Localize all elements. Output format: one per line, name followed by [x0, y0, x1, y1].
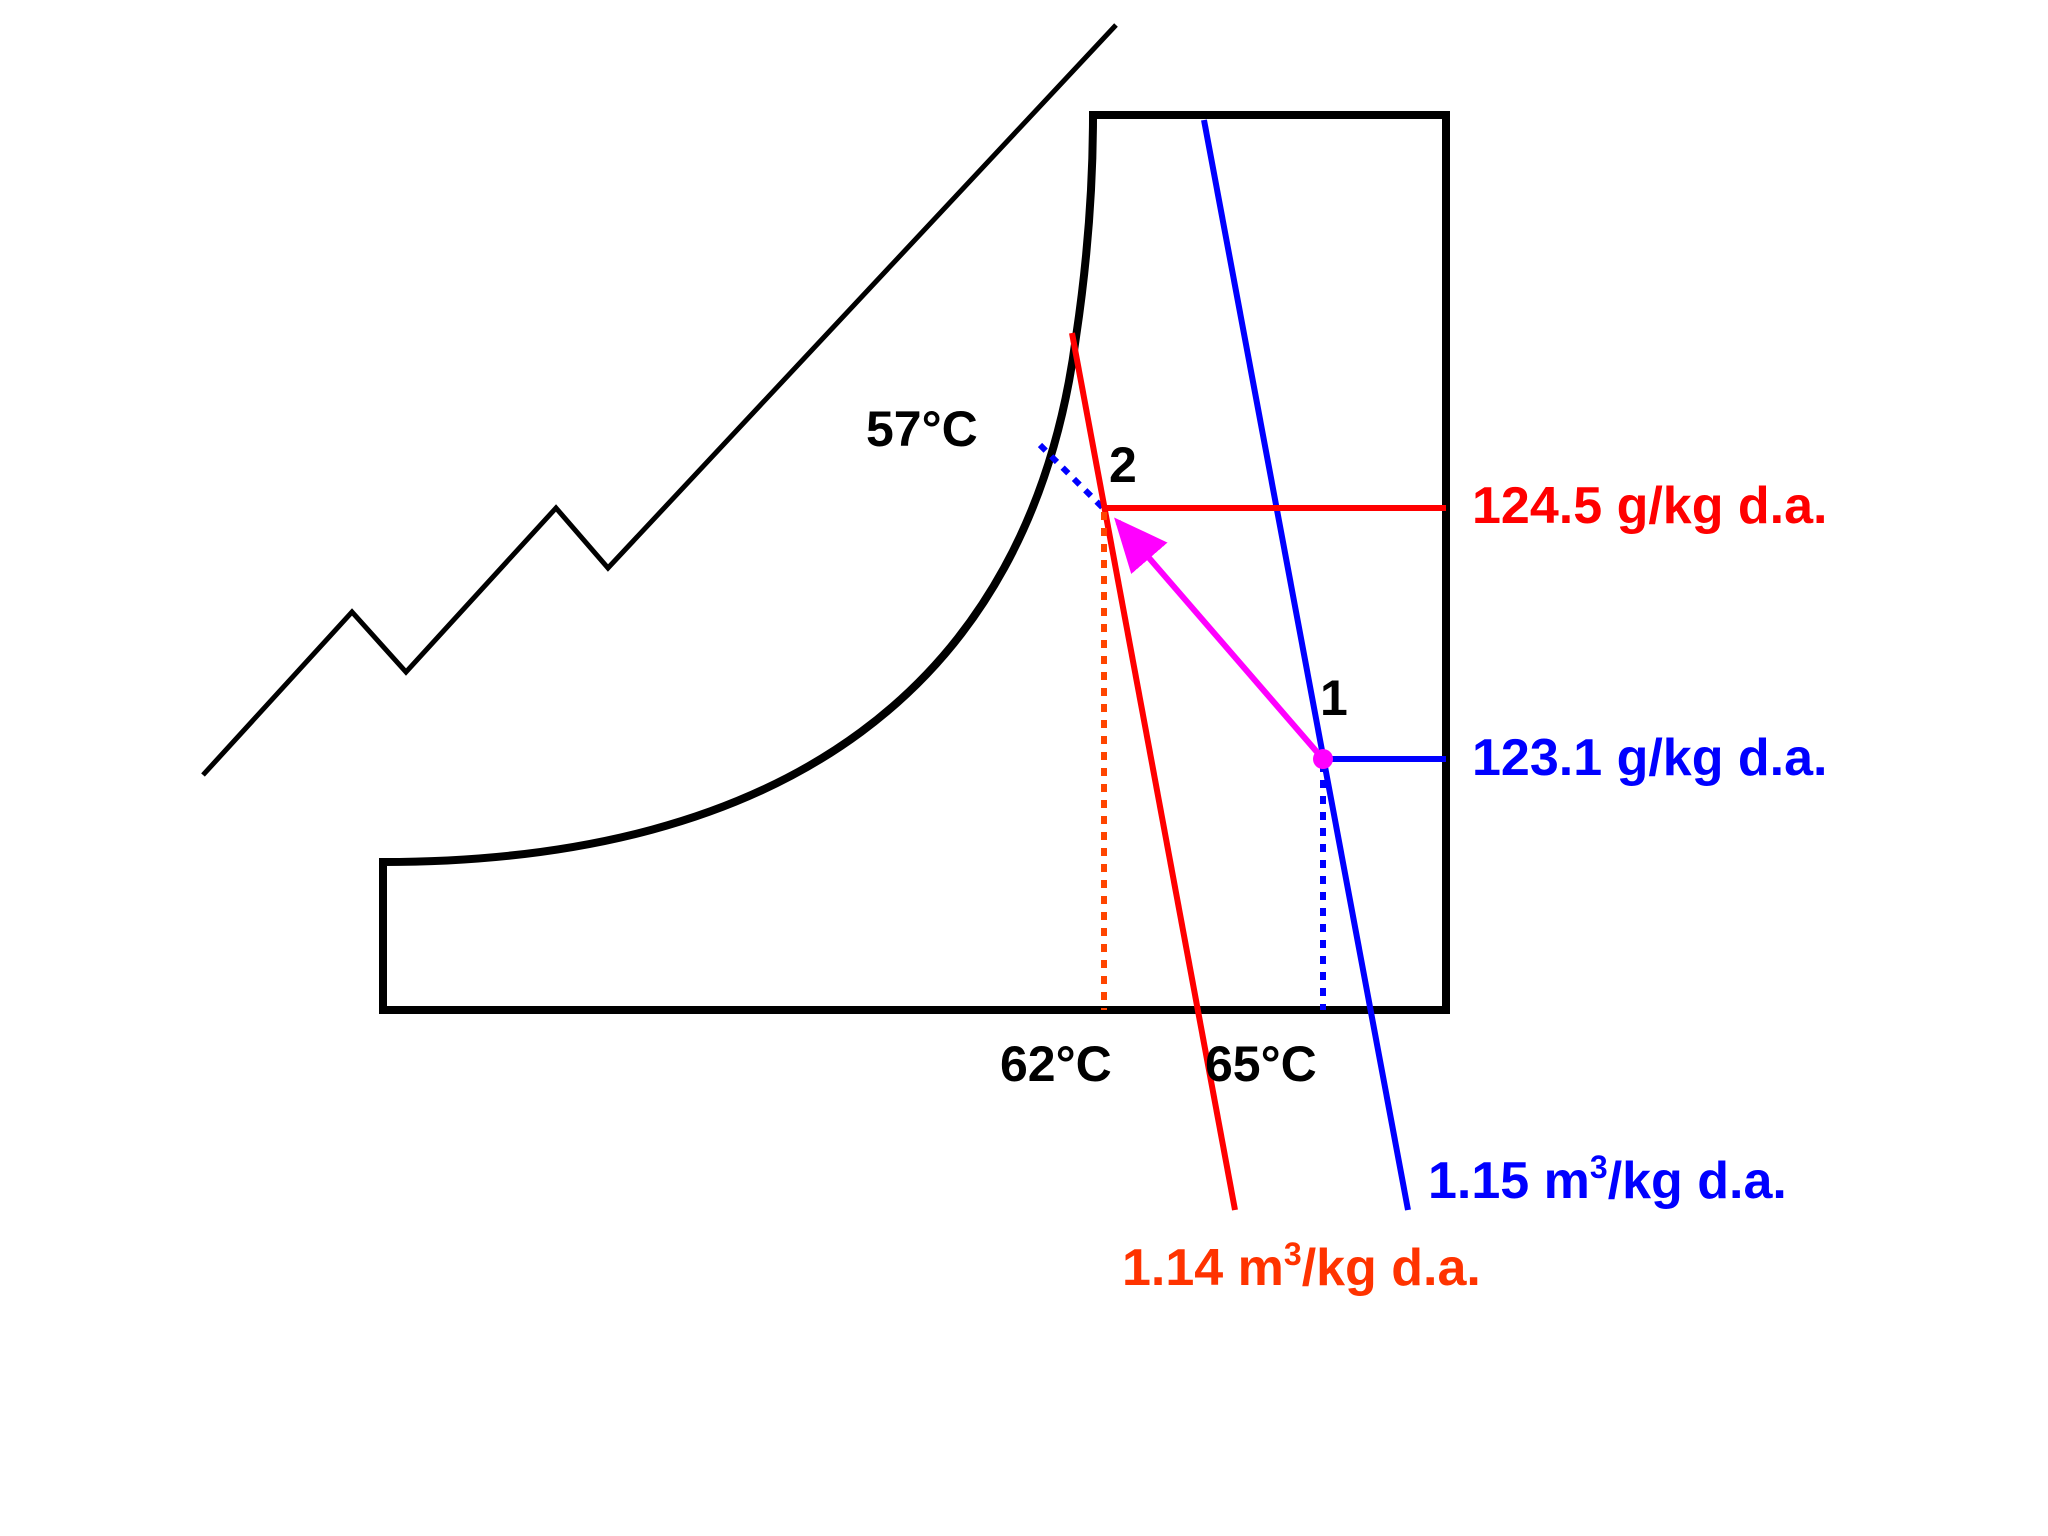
volume-label-state-1-suffix: /kg d.a.	[1608, 1152, 1787, 1210]
process-arrow	[1114, 517, 1326, 761]
volume-label-state-1-sup: 3	[1590, 1149, 1608, 1185]
humidity-label-state-1: 123.1 g/kg d.a.	[1472, 729, 1828, 787]
state-point-2-label: 2	[1109, 437, 1137, 493]
state-point-1-label: 1	[1320, 670, 1348, 726]
temperature-label-62: 62°C	[1000, 1036, 1112, 1092]
humidity-label-state-2: 124.5 g/kg d.a.	[1472, 477, 1828, 535]
temperature-label-57: 57°C	[866, 401, 978, 457]
chart-outline	[379, 111, 1450, 1014]
volume-line-state-1	[1201, 119, 1411, 1211]
volume-label-state-2-sup: 3	[1284, 1236, 1302, 1272]
volume-line-state-2	[1069, 332, 1238, 1211]
volume-label-state-1: 1.15 m3/kg d.a.	[1428, 1149, 1787, 1210]
volume-label-state-2-prefix: 1.14 m	[1122, 1239, 1284, 1297]
volume-label-state-2: 1.14 m3/kg d.a.	[1122, 1236, 1481, 1297]
temperature-label-65: 65°C	[1205, 1036, 1317, 1092]
zigzag-line	[201, 23, 1118, 777]
volume-label-state-1-prefix: 1.15 m	[1428, 1152, 1590, 1210]
state-point-1-marker	[1313, 749, 1333, 769]
volume-label-state-2-suffix: /kg d.a.	[1302, 1239, 1481, 1297]
